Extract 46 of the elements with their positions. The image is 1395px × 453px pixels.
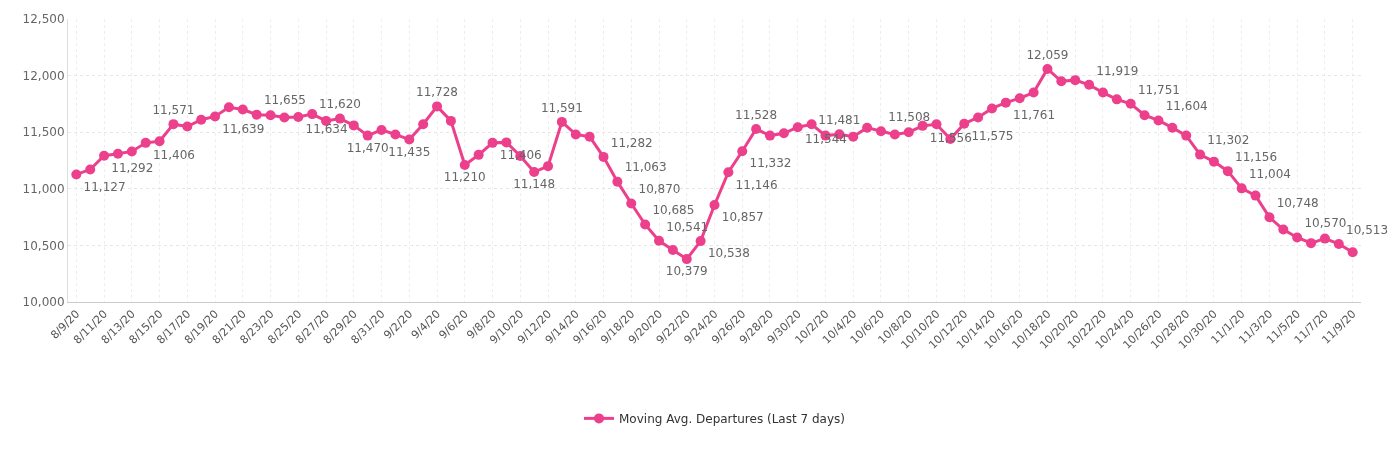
- data-label: 11,751: [1137, 82, 1180, 97]
- data-label: 11,571: [152, 102, 195, 117]
- legend-label: Moving Avg. Departures (Last 7 days): [619, 412, 845, 427]
- data-label: 11,508: [888, 110, 931, 125]
- data-label: 11,528: [735, 107, 778, 122]
- data-label: 11,210: [443, 170, 486, 185]
- data-label: 10,513: [1346, 222, 1389, 237]
- y-tick-label: 10,500: [22, 238, 65, 253]
- data-label: 11,470: [346, 140, 389, 155]
- data-label: 11,728: [416, 85, 459, 100]
- data-label: 11,302: [1207, 133, 1250, 148]
- data-label: 10,570: [1304, 216, 1347, 231]
- y-tick-label: 11,500: [22, 125, 65, 140]
- y-tick-label: 11,000: [22, 182, 65, 196]
- data-label: 10,538: [707, 246, 750, 261]
- data-label: 11,156: [1235, 149, 1278, 164]
- data-label: 11,435: [388, 144, 431, 159]
- data-label: 11,639: [222, 121, 265, 136]
- data-label: 11,761: [1013, 107, 1056, 122]
- data-label: 11,406: [152, 148, 195, 163]
- y-tick-label: 10,000: [22, 295, 65, 310]
- data-label: 10,379: [665, 264, 708, 279]
- data-label: 10,870: [638, 182, 681, 197]
- data-label: 11,146: [735, 177, 778, 192]
- data-label: 10,685: [652, 203, 695, 218]
- data-label: 10,748: [1276, 196, 1319, 211]
- data-label: 11,620: [318, 97, 361, 112]
- data-label: 11,063: [624, 160, 667, 175]
- y-tick-label: 12,500: [22, 12, 65, 27]
- data-label: 11,004: [1248, 167, 1291, 182]
- data-label: 11,292: [111, 161, 154, 175]
- data-label: 11,604: [1165, 99, 1208, 114]
- data-label: 12,059: [1026, 47, 1069, 62]
- data-label: 11,332: [749, 156, 792, 171]
- data-label: 11,282: [610, 135, 653, 150]
- data-label: 11,127: [83, 179, 126, 194]
- data-label: 11,481: [818, 113, 861, 128]
- y-tick-label: 12,000: [22, 68, 65, 83]
- data-label: 11,148: [513, 177, 556, 192]
- data-label: 10,857: [721, 210, 764, 225]
- data-label: 11,575: [971, 128, 1014, 143]
- data-label: 11,919: [1096, 63, 1139, 78]
- data-label: 11,591: [540, 100, 583, 115]
- data-label: 11,655: [263, 93, 306, 108]
- data-label: 11,634: [305, 122, 348, 137]
- data-label: 11,544: [804, 132, 847, 147]
